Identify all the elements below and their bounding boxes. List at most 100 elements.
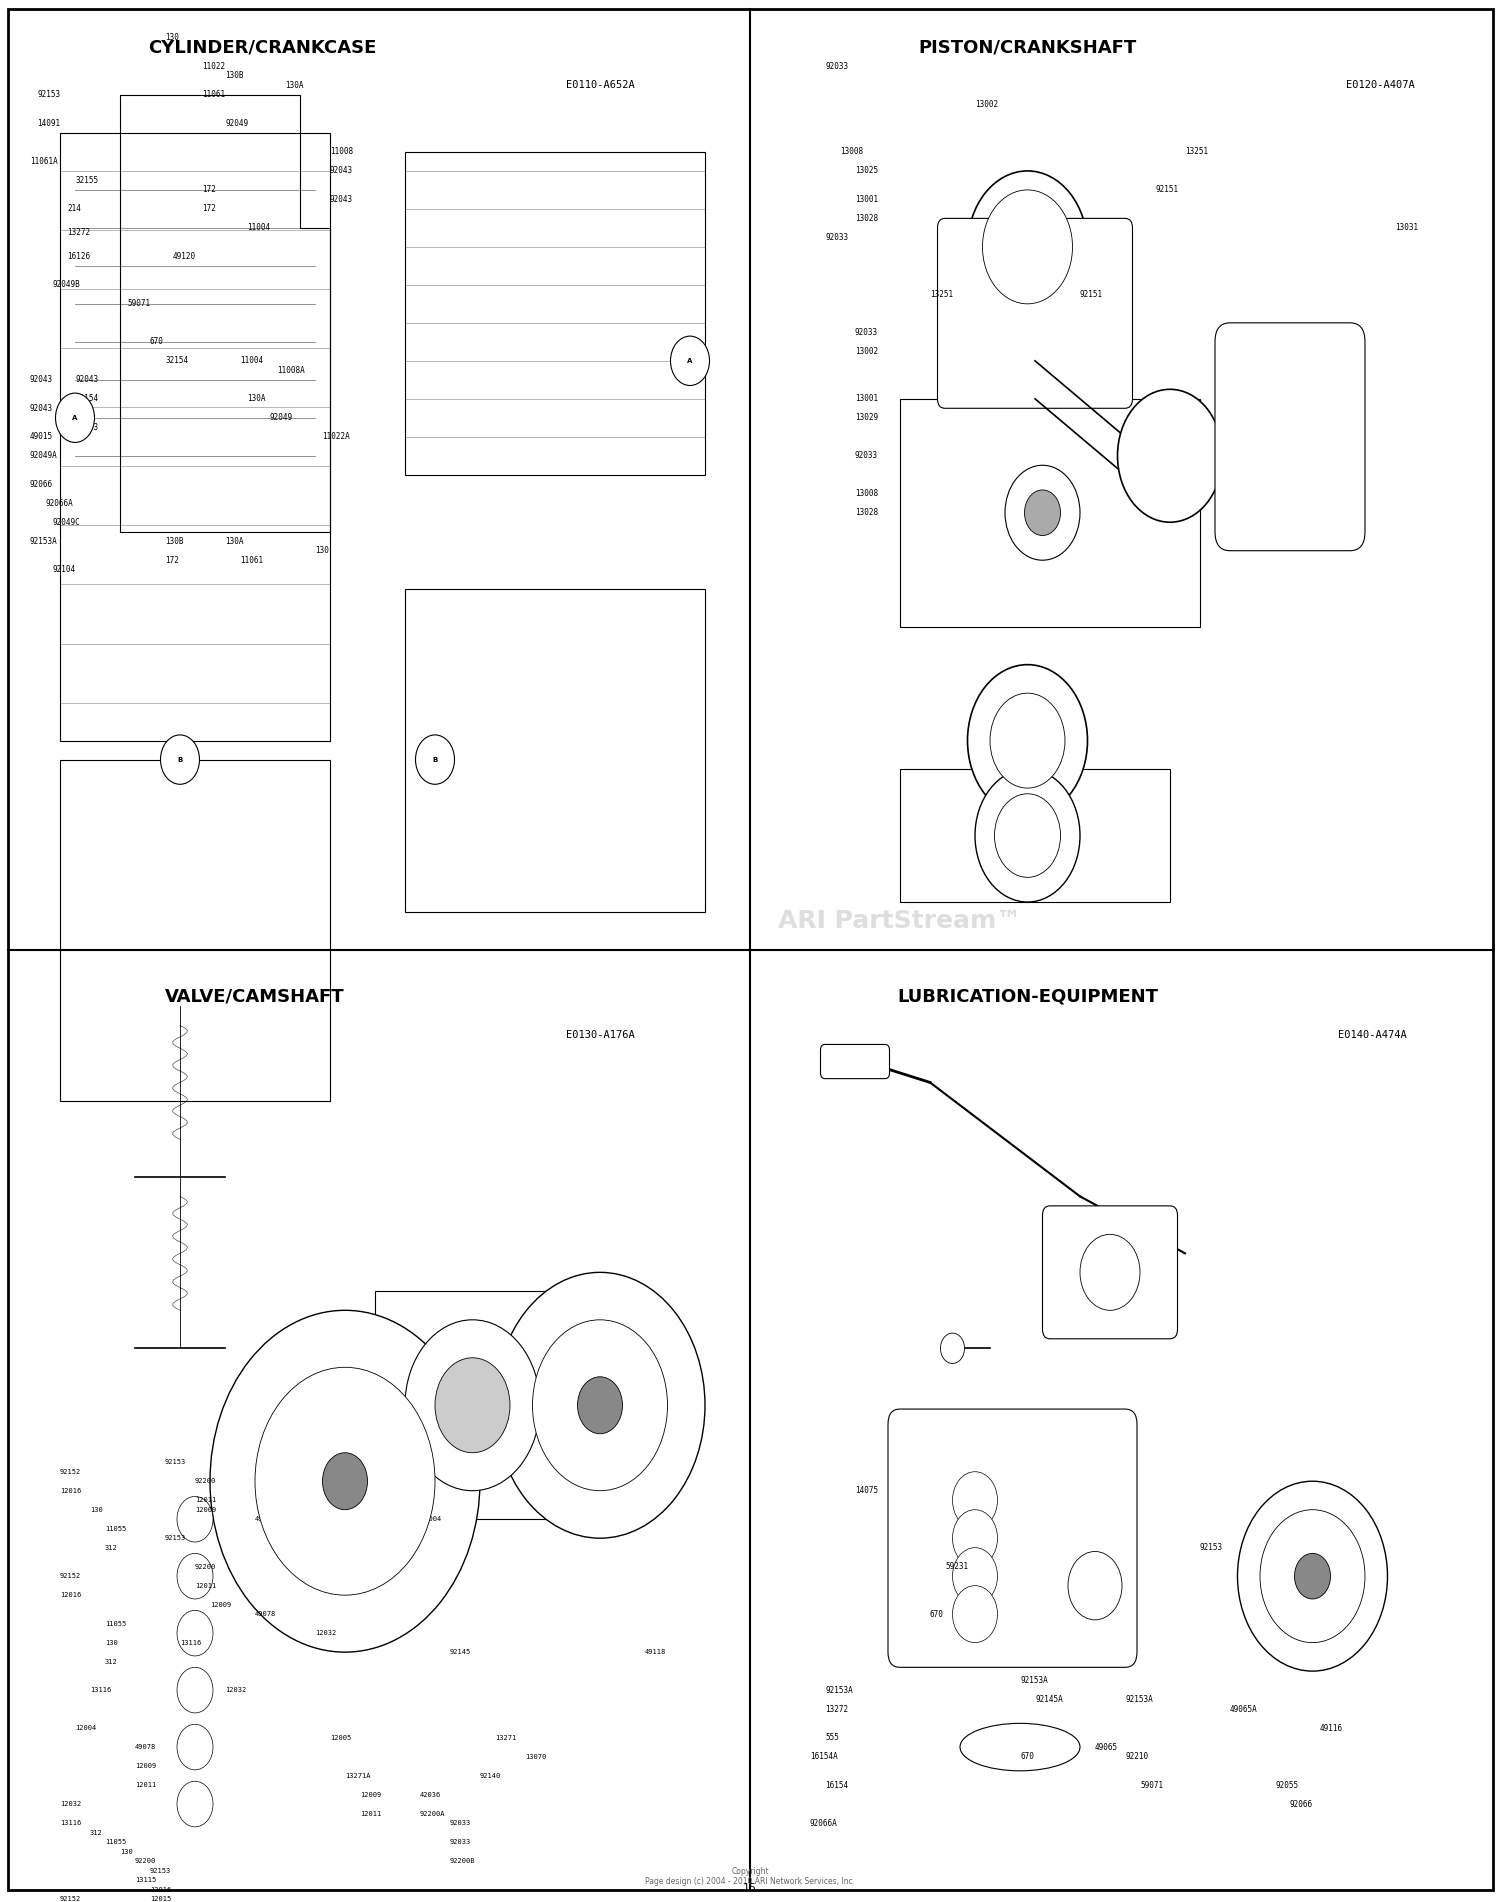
Circle shape [952,1548,998,1605]
Circle shape [1238,1482,1388,1672]
Circle shape [1260,1510,1365,1643]
Circle shape [177,1668,213,1714]
Text: 13002: 13002 [855,346,877,356]
Text: 130: 130 [315,546,328,555]
Text: 12009: 12009 [210,1601,231,1607]
Text: 92200A: 92200A [420,1811,446,1816]
Circle shape [177,1725,213,1771]
Text: 13251: 13251 [1185,148,1208,156]
Text: 92153: 92153 [165,1535,186,1541]
Text: 92033: 92033 [450,1820,471,1826]
Circle shape [435,1358,510,1453]
Text: 32154: 32154 [75,394,98,403]
Text: E0120-A407A: E0120-A407A [1346,80,1414,91]
Text: 130B: 130B [225,72,243,80]
Text: 130: 130 [90,1506,102,1512]
Text: 312: 312 [105,1659,117,1664]
Text: 12009: 12009 [360,1792,381,1797]
FancyBboxPatch shape [405,152,705,476]
Text: 92066A: 92066A [810,1818,837,1828]
Circle shape [322,1453,368,1510]
Text: 12004: 12004 [420,1516,441,1522]
Text: 92153A: 92153A [1020,1676,1047,1685]
Text: 16126: 16126 [68,251,90,261]
Circle shape [177,1782,213,1826]
Circle shape [952,1510,998,1567]
Text: A: A [72,415,78,420]
Circle shape [210,1310,480,1653]
Text: 11004: 11004 [240,356,262,365]
FancyBboxPatch shape [938,219,1132,409]
Text: 92153A: 92153A [825,1685,852,1695]
Text: 92049C: 92049C [53,517,81,527]
Text: 13116: 13116 [180,1640,201,1645]
Text: 92200: 92200 [135,1858,156,1864]
Text: 92043: 92043 [30,403,52,413]
Text: 59071: 59071 [128,299,150,308]
Text: 13271A: 13271A [345,1773,370,1778]
Text: 13001: 13001 [855,194,877,204]
Text: 13031: 13031 [1395,223,1417,232]
Text: 92151: 92151 [1080,289,1102,299]
Text: 130B: 130B [165,536,183,546]
Circle shape [670,337,710,386]
Text: 13008: 13008 [840,148,862,156]
Text: 49015: 49015 [30,432,52,441]
Text: 92043: 92043 [75,422,98,432]
Text: 92104: 92104 [53,565,75,574]
Text: 12011: 12011 [195,1582,216,1588]
Text: 13029: 13029 [855,413,877,422]
Circle shape [177,1611,213,1657]
Circle shape [940,1333,964,1364]
Text: 13028: 13028 [855,213,877,223]
Circle shape [405,1320,540,1491]
Text: 92033: 92033 [825,63,848,70]
Text: 49065: 49065 [1095,1742,1118,1752]
Text: 312: 312 [90,1830,102,1835]
Text: 172: 172 [202,184,216,194]
Text: 92153: 92153 [150,1868,171,1873]
Text: 92049A: 92049A [30,451,57,460]
Text: 670: 670 [930,1609,944,1619]
Text: PISTON/CRANKSHAFT: PISTON/CRANKSHAFT [918,38,1137,57]
FancyBboxPatch shape [405,590,705,911]
FancyBboxPatch shape [1215,323,1365,552]
Circle shape [1118,390,1222,523]
Text: 92140: 92140 [480,1773,501,1778]
Text: 12016: 12016 [60,1487,81,1493]
Text: E0110-A652A: E0110-A652A [566,80,634,91]
Text: 12032: 12032 [315,1630,336,1636]
Text: 92033: 92033 [855,451,877,460]
Text: 92043: 92043 [330,194,352,204]
Text: 12004: 12004 [75,1725,96,1731]
Text: 32154: 32154 [165,356,188,365]
Text: 12016: 12016 [150,1887,171,1892]
Text: 49118: 49118 [645,1649,666,1655]
Text: 92055: 92055 [1275,1780,1298,1790]
Text: LUBRICATION-EQUIPMENT: LUBRICATION-EQUIPMENT [897,987,1158,1006]
Text: 13116: 13116 [60,1820,81,1826]
Text: 130A: 130A [225,536,243,546]
Text: 11022: 11022 [202,63,225,70]
Text: 49120: 49120 [172,251,195,261]
Circle shape [975,768,1080,902]
Text: 14091: 14091 [38,120,60,127]
Text: 92153: 92153 [1200,1543,1222,1552]
FancyBboxPatch shape [1042,1206,1178,1339]
Text: 130: 130 [120,1849,132,1854]
Text: 92033: 92033 [855,327,877,337]
Text: 92200: 92200 [195,1478,216,1484]
Text: 59071: 59071 [1140,1780,1162,1790]
Text: 49116: 49116 [1320,1723,1342,1733]
Text: 11055: 11055 [105,1621,126,1626]
Text: 12032: 12032 [225,1687,246,1693]
Text: 11004: 11004 [248,223,270,232]
Text: 49078: 49078 [135,1744,156,1750]
Circle shape [982,190,1072,304]
Text: 13070: 13070 [525,1754,546,1759]
Text: 11061A: 11061A [30,158,57,165]
Circle shape [952,1586,998,1643]
Text: 12009: 12009 [135,1763,156,1769]
Ellipse shape [960,1723,1080,1771]
FancyBboxPatch shape [821,1044,890,1078]
